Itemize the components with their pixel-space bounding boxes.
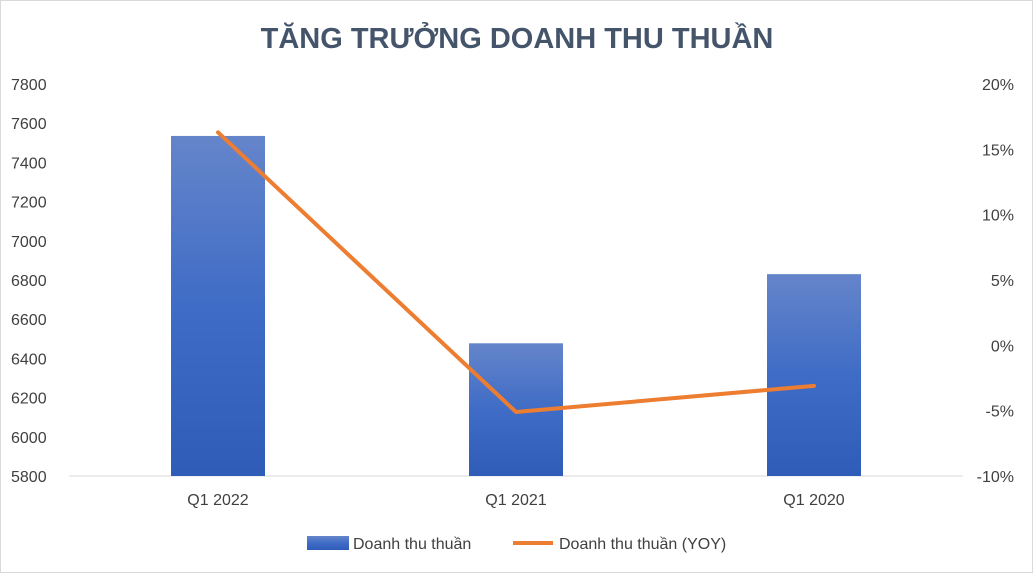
left-tick-label: 7600 bbox=[11, 116, 47, 133]
bar bbox=[767, 274, 861, 476]
bar bbox=[171, 135, 265, 476]
left-tick-label: 7400 bbox=[11, 155, 47, 172]
left-tick-label: 6000 bbox=[11, 430, 47, 447]
chart-title: TĂNG TRƯỞNG DOANH THU THUẦN bbox=[261, 21, 774, 55]
legend-label-line: Doanh thu thuần (YOY) bbox=[559, 536, 726, 553]
right-tick-label: 5% bbox=[991, 273, 1014, 290]
right-tick-label: 0% bbox=[991, 338, 1014, 355]
left-tick-label: 6200 bbox=[11, 391, 47, 408]
left-tick-label: 7000 bbox=[11, 234, 47, 251]
x-tick-label: Q1 2020 bbox=[783, 492, 844, 509]
left-tick-label: 6600 bbox=[11, 312, 47, 329]
right-tick-label: 20% bbox=[982, 77, 1014, 94]
x-tick-label: Q1 2022 bbox=[187, 492, 248, 509]
x-tick-label: Q1 2021 bbox=[485, 492, 546, 509]
left-tick-label: 7800 bbox=[11, 77, 47, 94]
left-tick-label: 5800 bbox=[11, 469, 47, 486]
right-tick-label: 15% bbox=[982, 142, 1014, 159]
left-tick-label: 7200 bbox=[11, 195, 47, 212]
legend-swatch-bar bbox=[307, 536, 349, 550]
right-tick-label: 10% bbox=[982, 208, 1014, 225]
right-tick-label: -10% bbox=[977, 469, 1014, 486]
legend-label-bar: Doanh thu thuần bbox=[353, 536, 471, 553]
left-tick-label: 6400 bbox=[11, 351, 47, 368]
left-tick-label: 6800 bbox=[11, 273, 47, 290]
right-tick-label: -5% bbox=[986, 404, 1014, 421]
legend: Doanh thu thuần Doanh thu thuần (YOY) bbox=[307, 536, 726, 553]
